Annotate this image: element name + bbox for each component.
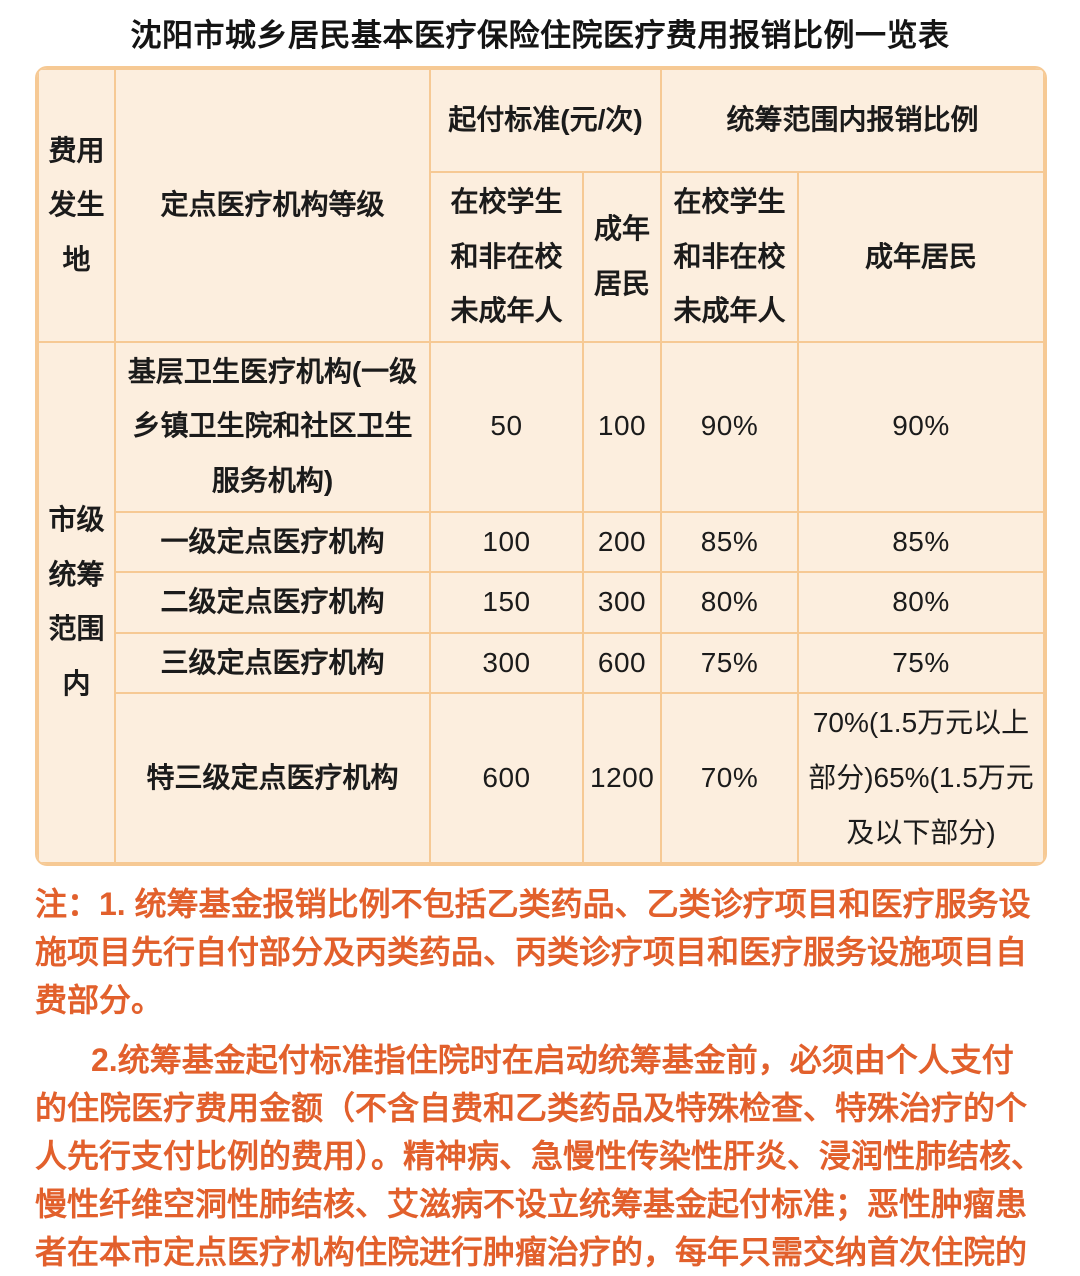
header-deductible-adult-residents: 成年居民 xyxy=(582,171,662,343)
deductible-students-value: 50 xyxy=(429,340,584,513)
institution-name: 三级定点医疗机构 xyxy=(114,631,431,695)
header-reimbursement-ratio: 统筹范围内报销比例 xyxy=(659,68,1045,173)
table-row-special-level3-institutions: 特三级定点医疗机构 600 1200 70% 70%(1.5万元以上部分)65%… xyxy=(38,692,1045,865)
institution-name: 基层卫生医疗机构(一级乡镇卫生院和社区卫生服务机构) xyxy=(114,340,431,513)
deductible-adults-value: 1200 xyxy=(582,692,662,865)
reimbursement-rate-table: 费用发生地 定点医疗机构等级 起付标准(元/次) 统筹范围内报销比例 在校学生和… xyxy=(37,68,1045,865)
footnotes: 注：1. 统筹基金报销比例不包括乙类药品、乙类诊疗项目和医疗服务设施项目先行自付… xyxy=(35,880,1045,1276)
header-deductible-standard: 起付标准(元/次) xyxy=(429,68,662,173)
deductible-adults-value: 300 xyxy=(582,571,662,634)
rate-adults-value: 85% xyxy=(796,510,1045,574)
header-ratio-adult-residents: 成年居民 xyxy=(796,171,1045,343)
header-institution-level: 定点医疗机构等级 xyxy=(114,68,431,343)
header-ratio-students-minors: 在校学生和非在校未成年人 xyxy=(660,171,799,343)
note-1: 注：1. 统筹基金报销比例不包括乙类药品、乙类诊疗项目和医疗服务设施项目先行自付… xyxy=(35,886,1031,1019)
rate-adults-value: 70%(1.5万元以上部分)65%(1.5万元及以下部分) xyxy=(796,692,1045,865)
deductible-adults-value: 100 xyxy=(582,340,662,513)
note-2: 2.统筹基金起付标准指住院时在启动统筹基金前，必须由个人支付的住院医疗费用金额（… xyxy=(35,1042,1044,1271)
rate-adults-value: 80% xyxy=(796,571,1045,634)
rate-adults-value: 90% xyxy=(796,340,1045,513)
reimbursement-table-wrapper: 费用发生地 定点医疗机构等级 起付标准(元/次) 统筹范围内报销比例 在校学生和… xyxy=(35,66,1047,867)
header-deductible-students-minors: 在校学生和非在校未成年人 xyxy=(429,171,584,343)
deductible-students-value: 300 xyxy=(429,631,584,695)
rate-students-value: 90% xyxy=(660,340,799,513)
institution-name: 一级定点医疗机构 xyxy=(114,510,431,574)
page-title: 沈阳市城乡居民基本医疗保险住院医疗费用报销比例一览表 xyxy=(130,18,950,53)
region-label: 市级统筹范围内 xyxy=(37,340,116,865)
deductible-students-value: 100 xyxy=(429,510,584,574)
table-row-level3-institutions: 三级定点医疗机构 300 600 75% 75% xyxy=(38,631,1045,695)
deductible-adults-value: 200 xyxy=(582,510,662,574)
deductible-students-value: 600 xyxy=(429,692,584,865)
rate-students-value: 80% xyxy=(660,571,799,634)
institution-name: 二级定点医疗机构 xyxy=(114,571,431,634)
table-row-level2-institutions: 二级定点医疗机构 150 300 80% 80% xyxy=(38,571,1045,634)
header-row-subgroups: 在校学生和非在校未成年人 成年居民 在校学生和非在校未成年人 成年居民 xyxy=(38,171,1045,343)
table-row-primary-institutions: 市级统筹范围内 基层卫生医疗机构(一级乡镇卫生院和社区卫生服务机构) 50 10… xyxy=(37,340,1045,865)
deductible-adults-value: 600 xyxy=(582,631,662,695)
deductible-students-value: 150 xyxy=(429,571,584,634)
institution-name: 特三级定点医疗机构 xyxy=(114,692,431,865)
table-row-level1-institutions: 一级定点医疗机构 100 200 85% 85% xyxy=(38,510,1045,574)
rate-students-value: 70% xyxy=(660,692,799,865)
header-fee-location: 费用发生地 xyxy=(37,68,116,343)
rate-students-value: 85% xyxy=(660,510,799,574)
header-row-groups: 费用发生地 定点医疗机构等级 起付标准(元/次) 统筹范围内报销比例 xyxy=(37,68,1045,343)
rate-students-value: 75% xyxy=(660,631,799,695)
rate-adults-value: 75% xyxy=(796,631,1045,695)
